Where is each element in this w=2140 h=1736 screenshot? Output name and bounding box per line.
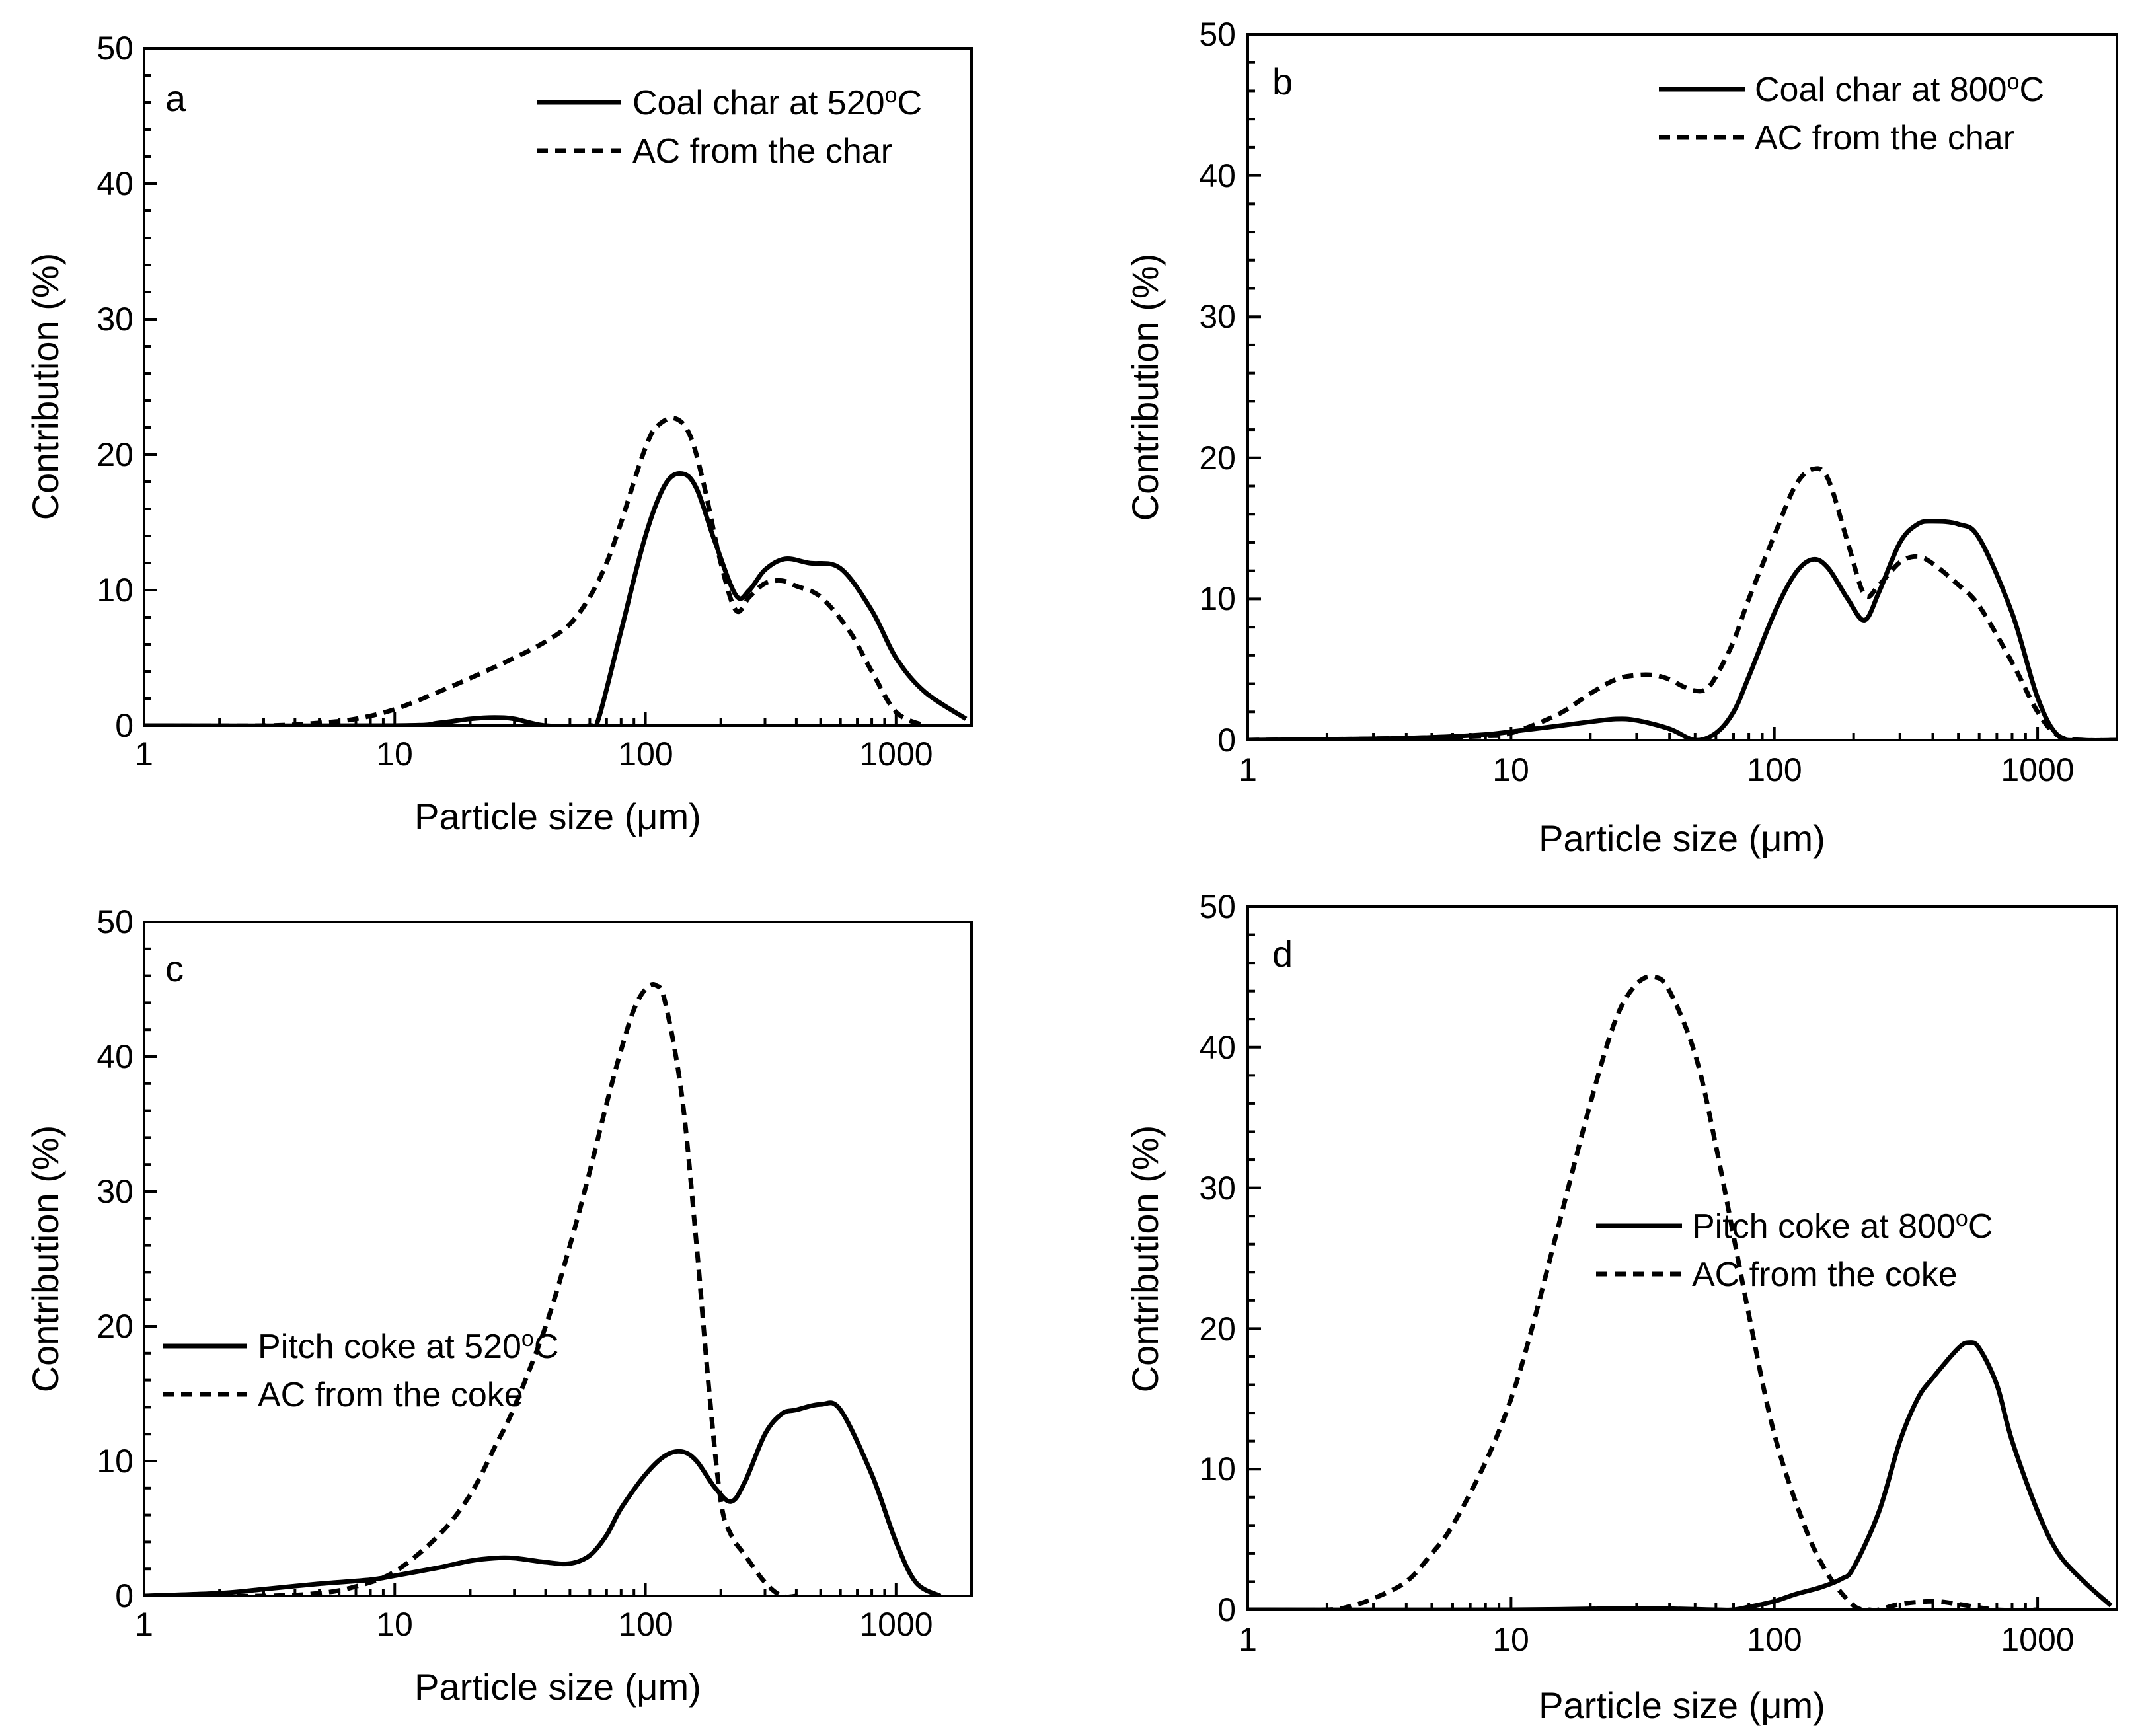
y-tick-label: 10 [96, 1443, 134, 1480]
series-line-solid [1248, 519, 2117, 740]
y-tick-label: 50 [1199, 16, 1236, 53]
y-tick-label: 10 [1199, 580, 1236, 617]
legend: Pitch coke at 800oC AC from the coke [1596, 1206, 1993, 1294]
y-axis-title: Contribution (%) [24, 1125, 66, 1393]
x-tick-label: 1 [1239, 1621, 1257, 1658]
y-tick-label: 0 [115, 1577, 134, 1614]
panel-b: b 0 10 20 30 40 50 1 10 100 1000 Particl… [1124, 16, 2118, 859]
x-tick-label: 100 [1747, 751, 1802, 788]
x-tick-label: 1000 [2001, 1621, 2074, 1658]
legend-label: Pitch coke at 800oC [1692, 1206, 1993, 1246]
x-axis-title: Particle size (μm) [414, 1666, 701, 1708]
y-tick-label: 10 [1199, 1451, 1236, 1488]
y-tick-label: 0 [1217, 1591, 1236, 1628]
x-tick-label: 10 [376, 736, 413, 773]
legend: Coal char at 520oC AC from the char [537, 83, 922, 170]
panel-letter: a [165, 77, 186, 119]
legend-label: Pitch coke at 520oC [258, 1326, 558, 1366]
y-tick-label: 20 [1199, 439, 1236, 476]
y-tick-label: 30 [1199, 298, 1236, 335]
y-tick-label: 0 [115, 707, 134, 744]
y-axis-title: Contribution (%) [1124, 254, 1166, 521]
series-line-dashed [1248, 974, 2038, 1610]
x-tick-label: 1 [1239, 751, 1257, 788]
y-axis-title: Contribution (%) [1124, 1125, 1166, 1393]
y-tick-label: 0 [1217, 722, 1236, 759]
x-tick-label: 1 [135, 736, 153, 773]
x-tick-label: 1 [135, 1606, 153, 1643]
y-axis-ticks [1248, 905, 1261, 1611]
y-tick-label: 20 [1199, 1310, 1236, 1347]
x-axis-title: Particle size (μm) [1539, 1684, 1825, 1726]
y-axis-ticks [144, 47, 157, 727]
y-tick-label: 40 [96, 1038, 134, 1075]
series-line-dashed [1248, 466, 2117, 740]
legend-label: AC from the coke [258, 1376, 523, 1414]
y-tick-label: 20 [96, 1308, 134, 1345]
y-tick-label: 50 [1199, 888, 1236, 925]
x-tick-label: 1000 [2001, 751, 2074, 788]
y-tick-label: 40 [1199, 157, 1236, 194]
panel-c: c 0 10 20 30 40 50 1 10 100 1000 Particl… [24, 903, 973, 1708]
y-axis-title: Contribution (%) [24, 253, 66, 521]
y-tick-label: 30 [96, 301, 134, 338]
legend: Coal char at 800oC AC from the char [1659, 69, 2044, 157]
x-tick-label: 100 [618, 1606, 673, 1643]
y-tick-label: 50 [96, 30, 134, 67]
y-tick-label: 20 [96, 436, 134, 473]
series-line-solid [144, 1400, 942, 1596]
panel-letter: b [1272, 61, 1293, 102]
series-line-dashed [144, 415, 926, 726]
x-tick-label: 1000 [859, 1606, 933, 1643]
y-tick-label: 30 [96, 1173, 134, 1210]
plot-frame [1246, 33, 2118, 741]
legend-label: AC from the coke [1692, 1256, 1958, 1294]
x-tick-label: 100 [618, 736, 673, 773]
x-tick-label: 1000 [859, 736, 933, 773]
series-line-dashed [144, 982, 796, 1596]
y-tick-label: 30 [1199, 1170, 1236, 1207]
panel-letter: d [1272, 933, 1293, 975]
x-tick-label: 100 [1747, 1621, 1802, 1658]
x-axis-title: Particle size (μm) [414, 796, 701, 837]
y-axis-ticks [144, 921, 157, 1597]
x-tick-label: 10 [376, 1606, 413, 1643]
x-tick-label: 10 [1492, 1621, 1529, 1658]
panel-letter: c [165, 948, 184, 989]
y-tick-label: 40 [96, 165, 134, 202]
legend-label: AC from the char [632, 132, 892, 170]
x-tick-label: 10 [1492, 751, 1529, 788]
y-tick-label: 10 [96, 572, 134, 609]
legend: Pitch coke at 520oC AC from the coke [163, 1326, 558, 1414]
series-line-solid [1248, 1340, 2113, 1610]
panel-a: a 0 10 20 30 40 50 1 10 100 1000 Particl… [24, 30, 973, 837]
plot-frame [143, 921, 973, 1597]
y-tick-label: 50 [96, 903, 134, 940]
plot-frame [1246, 905, 2118, 1611]
legend-label: Coal char at 800oC [1755, 69, 2044, 109]
legend-label: Coal char at 520oC [632, 83, 922, 122]
y-axis-ticks [1248, 33, 1261, 741]
series-line-solid [144, 471, 968, 726]
legend-label: AC from the char [1755, 119, 2014, 157]
x-axis-title: Particle size (μm) [1539, 817, 1825, 859]
panel-d: d 0 10 20 30 40 50 1 10 100 1000 Particl… [1124, 888, 2118, 1726]
y-tick-label: 40 [1199, 1029, 1236, 1066]
